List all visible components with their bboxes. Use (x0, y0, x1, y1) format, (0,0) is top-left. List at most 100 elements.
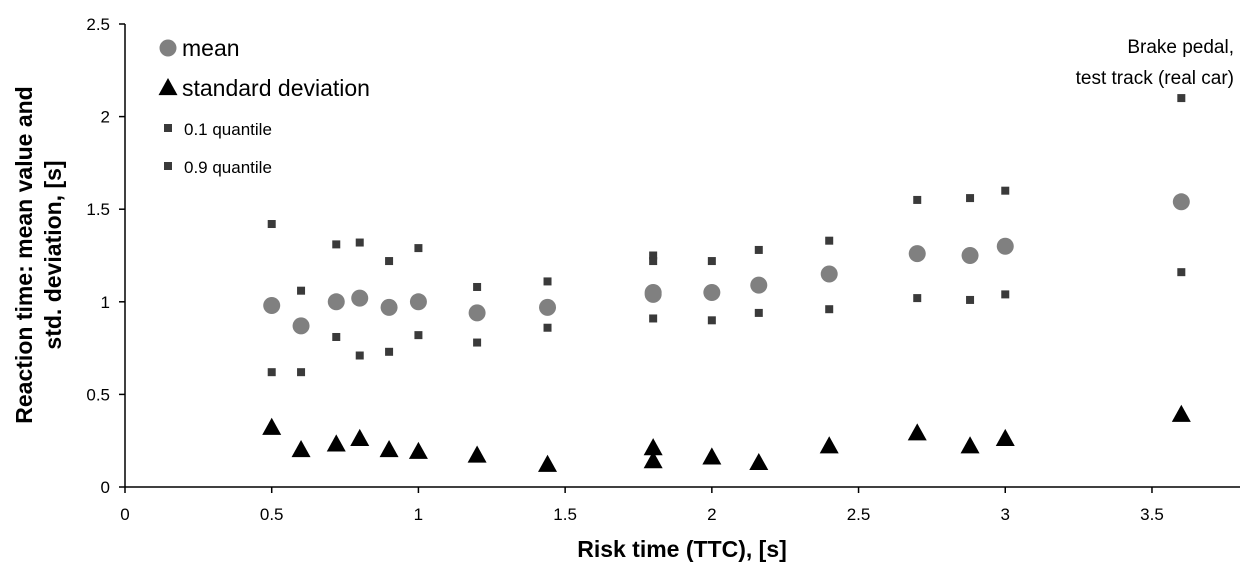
legend-label: 0.1 quantile (184, 120, 272, 139)
x-tick-label: 2.5 (847, 505, 871, 524)
y-tick-label: 0.5 (86, 385, 110, 404)
mean-point (292, 317, 310, 335)
mean-point (351, 289, 369, 307)
mean-point (1172, 193, 1190, 211)
axes (124, 24, 1240, 488)
standard-deviation-point (995, 428, 1015, 446)
legend-label: mean (182, 35, 240, 61)
mean-point (820, 265, 838, 283)
x-tick-label: 0 (120, 505, 129, 524)
0-9-quantile-point (332, 240, 341, 249)
x-tick-label: 0.5 (260, 505, 284, 524)
0-1-quantile-point (355, 351, 364, 360)
mean-point (703, 284, 721, 302)
0-1-quantile-point (649, 314, 658, 323)
standard-deviation-point (408, 441, 428, 459)
x-tick-label: 1 (414, 505, 423, 524)
0-9-quantile-point (543, 277, 552, 286)
0-9-quantile-point (707, 257, 716, 266)
legend: mean standard deviation 0.1 quantile 0.9 qu… (158, 35, 370, 177)
0-9-quantile-point (1177, 94, 1186, 103)
0-1-quantile-point (414, 331, 423, 340)
mean-point (750, 276, 768, 294)
0-1-quantile-point (297, 368, 306, 377)
0-1-quantile-point (966, 295, 975, 304)
0-1-quantile-point (1001, 290, 1010, 299)
axis-ticks: 0 0.5 1 1.5 2 2.5 3 3.5 0 0.5 1 1.5 2 2.5 (86, 15, 1163, 524)
0-9-quantile-point (1001, 186, 1010, 195)
legend-label: 0.9 quantile (184, 158, 272, 177)
mean-point (961, 247, 979, 264)
0-9-quantile-point (267, 220, 276, 229)
legend-marker-standard-deviation (158, 78, 178, 96)
standard-deviation-point (819, 436, 839, 454)
x-tick-label: 1.5 (553, 505, 577, 524)
0-1-quantile-point (385, 347, 394, 356)
mean-point (468, 304, 486, 322)
legend-item-0-9-quantile: 0.9 quantile (164, 158, 272, 177)
standard-deviation-point (350, 428, 370, 446)
mean-point (539, 298, 557, 316)
standard-deviation-point (379, 439, 399, 458)
mean-point (327, 293, 345, 311)
x-tick-label: 3.5 (1140, 505, 1164, 524)
0-1-quantile-point (267, 368, 276, 377)
standard-deviation-point (643, 451, 663, 469)
0-9-quantile-point (297, 286, 306, 295)
y-axis-title-line-2: std. deviation, [s] (40, 160, 66, 349)
standard-deviation-point (262, 417, 282, 435)
0-9-quantile-point (754, 245, 763, 254)
0-9-quantile-point (385, 257, 394, 266)
legend-marker-0-1-quantile (164, 124, 172, 132)
0-1-quantile-point (332, 332, 341, 341)
legend-item-standard-deviation: standard deviation (158, 75, 370, 101)
legend-marker-mean (159, 39, 177, 57)
0-1-quantile-point (1177, 268, 1186, 277)
legend-item-0-1-quantile: 0.1 quantile (164, 120, 272, 139)
0-9-quantile-point (414, 244, 423, 253)
mean-point (908, 245, 926, 263)
legend-label: standard deviation (182, 75, 370, 101)
0-1-quantile-point (825, 305, 834, 314)
standard-deviation-point (326, 434, 346, 452)
mean-point (644, 284, 662, 302)
standard-deviation-point (960, 436, 980, 454)
0-9-quantile-point (649, 251, 658, 260)
data-points (262, 94, 1191, 472)
legend-item-mean: mean (159, 35, 240, 61)
mean-point (996, 237, 1014, 255)
x-tick-label: 2 (707, 505, 716, 524)
standard-deviation-point (1171, 404, 1191, 422)
standard-deviation-point (702, 447, 722, 465)
y-tick-label: 2 (101, 108, 110, 127)
0-1-quantile-point (913, 294, 922, 303)
y-tick-label: 1 (101, 293, 110, 312)
0-1-quantile-point (473, 338, 482, 347)
0-9-quantile-point (913, 195, 922, 204)
y-tick-label: 2.5 (86, 15, 110, 34)
legend-marker-0-9-quantile (164, 162, 172, 170)
0-9-quantile-point (966, 194, 975, 203)
x-tick-label: 3 (1001, 505, 1010, 524)
0-9-quantile-point (473, 282, 482, 291)
standard-deviation-point (643, 438, 663, 456)
y-tick-label: 0 (101, 478, 110, 497)
0-1-quantile-point (543, 323, 552, 332)
standard-deviation-point (749, 452, 769, 471)
standard-deviation-point (291, 439, 311, 458)
x-axis-title: Risk time (TTC), [s] (577, 536, 787, 562)
y-tick-label: 1.5 (86, 200, 110, 219)
mean-point (380, 298, 398, 316)
0-9-quantile-point (355, 238, 364, 247)
standard-deviation-point (538, 454, 558, 472)
mean-point (409, 293, 427, 311)
annotation-line-2: test track (real car) (1076, 68, 1234, 89)
standard-deviation-point (467, 445, 487, 463)
0-9-quantile-point (649, 257, 658, 266)
y-axis-title-line-1: Reaction time: mean value and (11, 86, 37, 423)
mean-point (263, 297, 281, 315)
0-1-quantile-point (754, 308, 763, 317)
annotation-line-1: Brake pedal, (1127, 37, 1234, 58)
